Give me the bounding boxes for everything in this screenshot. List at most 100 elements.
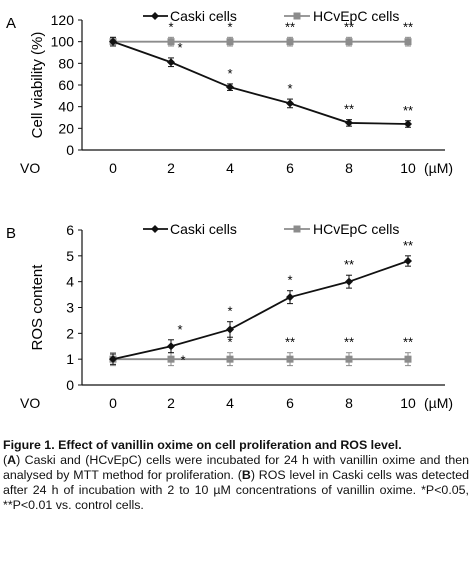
x-unit-label: (µM) [424,160,453,176]
y-tick-label: 20 [58,120,74,136]
x-tick-label: 4 [226,395,234,411]
y-tick-label: 40 [58,99,74,115]
data-point [404,355,412,363]
series-line [112,40,409,125]
series-line [112,260,409,361]
caption-title: Figure 1. Effect of vanillin oxime on ce… [3,438,402,452]
legend-label: HCvEpC cells [313,8,399,24]
data-point [345,38,353,46]
y-tick-label: 5 [66,248,74,264]
y-tick-label: 100 [51,34,75,50]
data-point [167,38,175,46]
caption-part-b-letter: B [241,468,251,482]
data-point [167,58,175,67]
legend-label: Caski cells [170,221,237,237]
data-point [226,83,234,92]
data-point [109,355,117,364]
y-tick-label: 60 [58,77,74,93]
data-point [345,355,353,363]
x-tick-label: 8 [345,160,353,176]
x-prefix-label: VO [20,160,40,176]
caption-part-b-text: ) ROS level in Caski cells was detected … [3,468,469,512]
legend: Caski cells HCvEpC cells [143,221,399,237]
significance-label: ** [344,102,354,117]
x-tick-label: 0 [109,395,117,411]
significance-label: ** [285,19,295,34]
legend-marker [151,12,159,20]
y-axis-title: Cell viability (%) [29,32,46,139]
significance-label: * [227,66,232,81]
x-tick-label: 2 [167,395,175,411]
x-unit-label: (µM) [424,395,453,411]
y-tick-label: 0 [66,377,74,393]
data-point [109,37,117,46]
data-point [286,99,294,108]
data-point [226,325,234,334]
legend-label: Caski cells [170,8,237,24]
data-point [404,257,412,265]
legend: Caski cells HCvEpC cells [143,8,399,24]
y-tick-label: 0 [66,142,74,158]
significance-label: * [227,19,232,34]
significance-label: ** [403,238,413,253]
caption-body: (A) Caski and (HCvEpC) cells were incuba… [3,453,469,512]
significance-label: * [287,273,292,288]
y-tick-label: 4 [66,274,74,290]
data-point [404,38,412,46]
significance-label: * [180,353,185,368]
series-hcvepc [109,352,412,367]
x-tick-label: 4 [226,160,234,176]
x-tick-label: 0 [109,160,117,176]
x-tick-label: 2 [167,160,175,176]
series-caski [109,36,412,128]
significance-label: ** [403,19,413,34]
x-tick-label: 6 [286,395,294,411]
y-tick-label: 2 [66,325,74,341]
chart-panel-a: A 0 20 40 60 80 100 120 Cell viability (%) VO 0 2 4 6… [6,8,453,176]
data-point [167,342,175,351]
series-hcvepc [109,36,412,47]
x-tick-label: 10 [400,395,416,411]
significance-label: ** [403,103,413,118]
x-tick-label: 10 [400,160,416,176]
x-tick-label: 8 [345,395,353,411]
caption-part-a-letter: A [7,453,17,467]
y-tick-label: 6 [66,222,74,238]
figure-caption: Figure 1. Effect of vanillin oxime on ce… [3,438,469,513]
significance-label: ** [344,19,354,34]
panel-letter: B [6,225,16,242]
y-tick-label: 3 [66,300,74,316]
data-point [345,277,353,286]
legend-marker [151,225,159,233]
data-point [404,120,412,128]
legend-marker [293,225,301,233]
data-point [286,355,294,363]
significance-label: ** [403,335,413,350]
significance-label: * [177,322,182,337]
y-tick-label: 1 [66,351,74,367]
significance-label: ** [285,335,295,350]
x-tick-label: 6 [286,160,294,176]
data-point [226,355,234,363]
significance-label: * [227,304,232,319]
significance-label: * [287,81,292,96]
y-tick-label: 80 [58,55,74,71]
panel-letter: A [6,15,16,32]
y-axis-title: ROS content [29,264,46,351]
x-prefix-label: VO [20,395,40,411]
significance-label: ** [344,335,354,350]
data-point [286,293,294,302]
significance-label: * [168,19,173,34]
significance-label: * [227,335,232,350]
significance-label: ** [344,257,354,272]
y-tick-label: 120 [51,12,75,28]
data-point [226,38,234,46]
legend-marker [293,12,301,20]
data-point [286,38,294,46]
significance-label: * [177,40,182,55]
series-caski [109,255,412,365]
data-point [345,118,353,127]
data-point [167,355,175,363]
